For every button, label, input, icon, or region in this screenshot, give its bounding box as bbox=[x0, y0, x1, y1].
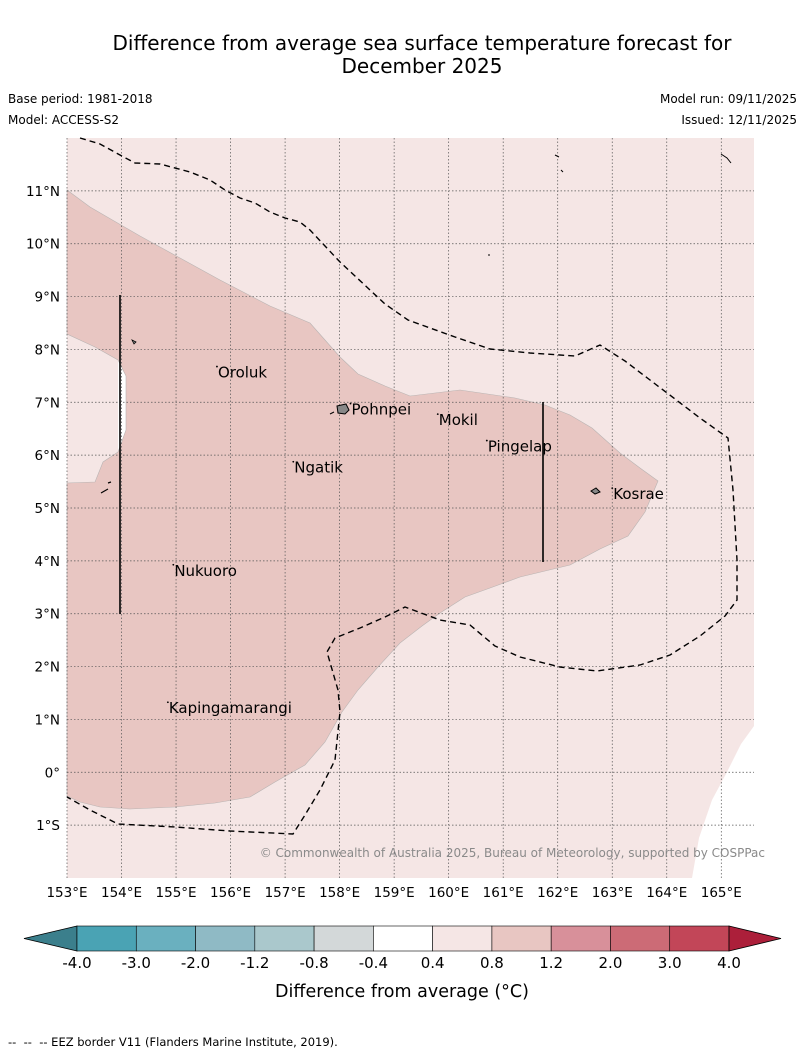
colorbar-box bbox=[313, 925, 374, 952]
place-labels: Oroluk Pohnpei Mokil Pingelap Ngatik Kosrae Nu… bbox=[166, 364, 664, 717]
latitude-tick-label: 8°N bbox=[35, 342, 60, 358]
colorbar-tick-label: -3.0 bbox=[122, 954, 151, 972]
latitude-tick-label: 4°N bbox=[35, 554, 60, 570]
latitude-tick-label: 9°N bbox=[35, 290, 60, 306]
eez-footnote: -- -- -- EEZ border V11 (Flanders Marine… bbox=[8, 1035, 338, 1049]
colorbar-box bbox=[195, 925, 256, 952]
colorbar-box bbox=[491, 925, 552, 952]
model-run: Model run: 09/11/2025 bbox=[659, 92, 797, 106]
colorbar-title: Difference from average (°C) bbox=[275, 982, 529, 1002]
longitude-tick-label: 160°E bbox=[428, 885, 469, 901]
latitude-labels: 11°N 10°N 9°N 8°N 7°N 6°N 5°N 4°N 3°N 2°N 1°N 0° 1°S bbox=[26, 184, 60, 834]
place-label: Kapingamarangi bbox=[169, 699, 292, 717]
place-marker bbox=[166, 701, 169, 704]
colorbar-tick-label: 2.0 bbox=[599, 954, 623, 972]
kosrae-island bbox=[590, 487, 601, 495]
colorbar-tick-label: 3.0 bbox=[658, 954, 682, 972]
place-marker bbox=[611, 487, 614, 490]
latitude-tick-label: 3°N bbox=[35, 607, 60, 623]
copyright-notice: © Commonwealth of Australia 2025, Bureau… bbox=[260, 846, 765, 860]
colorbar-box bbox=[550, 925, 611, 952]
colorbar-box bbox=[373, 925, 433, 952]
map-title: Difference from average sea surface temp… bbox=[60, 32, 784, 78]
latitude-tick-label: 6°N bbox=[35, 448, 60, 464]
longitude-tick-label: 158°E bbox=[319, 885, 360, 901]
colorbar-box bbox=[254, 925, 315, 952]
longitude-tick-label: 164°E bbox=[646, 885, 687, 901]
longitude-tick-label: 154°E bbox=[101, 885, 142, 901]
colorbar-tick-label: -4.0 bbox=[62, 954, 91, 972]
colorbar-tick-label: -2.0 bbox=[181, 954, 210, 972]
latitude-tick-label: 11°N bbox=[26, 184, 60, 200]
graticule bbox=[66, 138, 754, 878]
ant-atoll bbox=[329, 411, 335, 415]
place-marker bbox=[292, 460, 295, 463]
place-label: Pohnpei bbox=[352, 401, 412, 419]
longitude-labels: 153°E 154°E 155°E 156°E 157°E 158°E 159°E 160°E… bbox=[46, 885, 741, 901]
place-label: Oroluk bbox=[218, 364, 267, 382]
latitude-tick-label: 1°S bbox=[36, 818, 60, 834]
place-marker bbox=[436, 413, 439, 416]
eez-border-fragment bbox=[100, 481, 112, 494]
title-line-2: December 2025 bbox=[341, 54, 503, 78]
issued-date: Issued: 12/11/2025 bbox=[681, 113, 797, 127]
latitude-tick-label: 10°N bbox=[26, 237, 60, 253]
colorbar-extend-max bbox=[728, 925, 782, 952]
longitude-tick-label: 162°E bbox=[537, 885, 578, 901]
colorbar-box bbox=[135, 925, 196, 952]
place-label: Pingelap bbox=[488, 438, 552, 456]
place-marker bbox=[349, 402, 352, 405]
latitude-tick-label: 1°N bbox=[35, 712, 60, 728]
colorbar-tick-label: -0.4 bbox=[359, 954, 388, 972]
colorbar-tick-label: -0.8 bbox=[299, 954, 328, 972]
colorbar-box bbox=[76, 925, 137, 952]
colorbar-box bbox=[432, 925, 493, 952]
place-marker bbox=[172, 563, 175, 566]
pohnpei-island bbox=[336, 403, 350, 415]
longitude-tick-label: 165°E bbox=[701, 885, 742, 901]
colorbar: -4.0 -3.0 -2.0 -1.2 -0.8 -0.4 0.4 0.8 1.2 2.0 3.0 4… bbox=[23, 925, 782, 972]
colorbar-tick-label: 1.2 bbox=[539, 954, 563, 972]
place-label: Nukuoro bbox=[174, 562, 237, 580]
warm-anomaly-region bbox=[66, 189, 659, 810]
colorbar-box bbox=[610, 925, 671, 952]
longitude-tick-label: 163°E bbox=[592, 885, 633, 901]
colorbar-box bbox=[669, 925, 730, 952]
place-marker bbox=[485, 439, 488, 442]
place-label: Ngatik bbox=[294, 459, 343, 477]
longitude-tick-label: 155°E bbox=[156, 885, 197, 901]
colorbar-tick-label: 0.8 bbox=[480, 954, 504, 972]
latitude-tick-label: 7°N bbox=[35, 395, 60, 411]
small-atolls-north bbox=[488, 153, 732, 256]
latitude-tick-label: 2°N bbox=[35, 660, 60, 676]
small-atoll-west bbox=[131, 339, 137, 345]
place-label: Mokil bbox=[439, 411, 478, 429]
longitude-tick-label: 159°E bbox=[374, 885, 415, 901]
longitude-tick-label: 161°E bbox=[483, 885, 524, 901]
base-period: Base period: 1981-2018 bbox=[8, 92, 153, 106]
colorbar-tick-label: 4.0 bbox=[717, 954, 741, 972]
place-marker bbox=[216, 365, 218, 368]
eez-border bbox=[66, 137, 738, 835]
title-line-1: Difference from average sea surface temp… bbox=[112, 31, 732, 55]
place-label: Kosrae bbox=[613, 485, 664, 503]
longitude-tick-label: 156°E bbox=[210, 885, 251, 901]
latitude-tick-label: 5°N bbox=[35, 501, 60, 517]
latitude-tick-label: 0° bbox=[45, 765, 60, 781]
colorbar-extend-min bbox=[23, 925, 78, 952]
model-name: Model: ACCESS-S2 bbox=[8, 113, 120, 127]
longitude-tick-label: 153°E bbox=[46, 885, 87, 901]
near-average-area-southeast bbox=[692, 726, 754, 878]
colorbar-tick-label: -1.2 bbox=[240, 954, 269, 972]
longitude-tick-label: 157°E bbox=[265, 885, 306, 901]
colorbar-tick-label: 0.4 bbox=[421, 954, 445, 972]
